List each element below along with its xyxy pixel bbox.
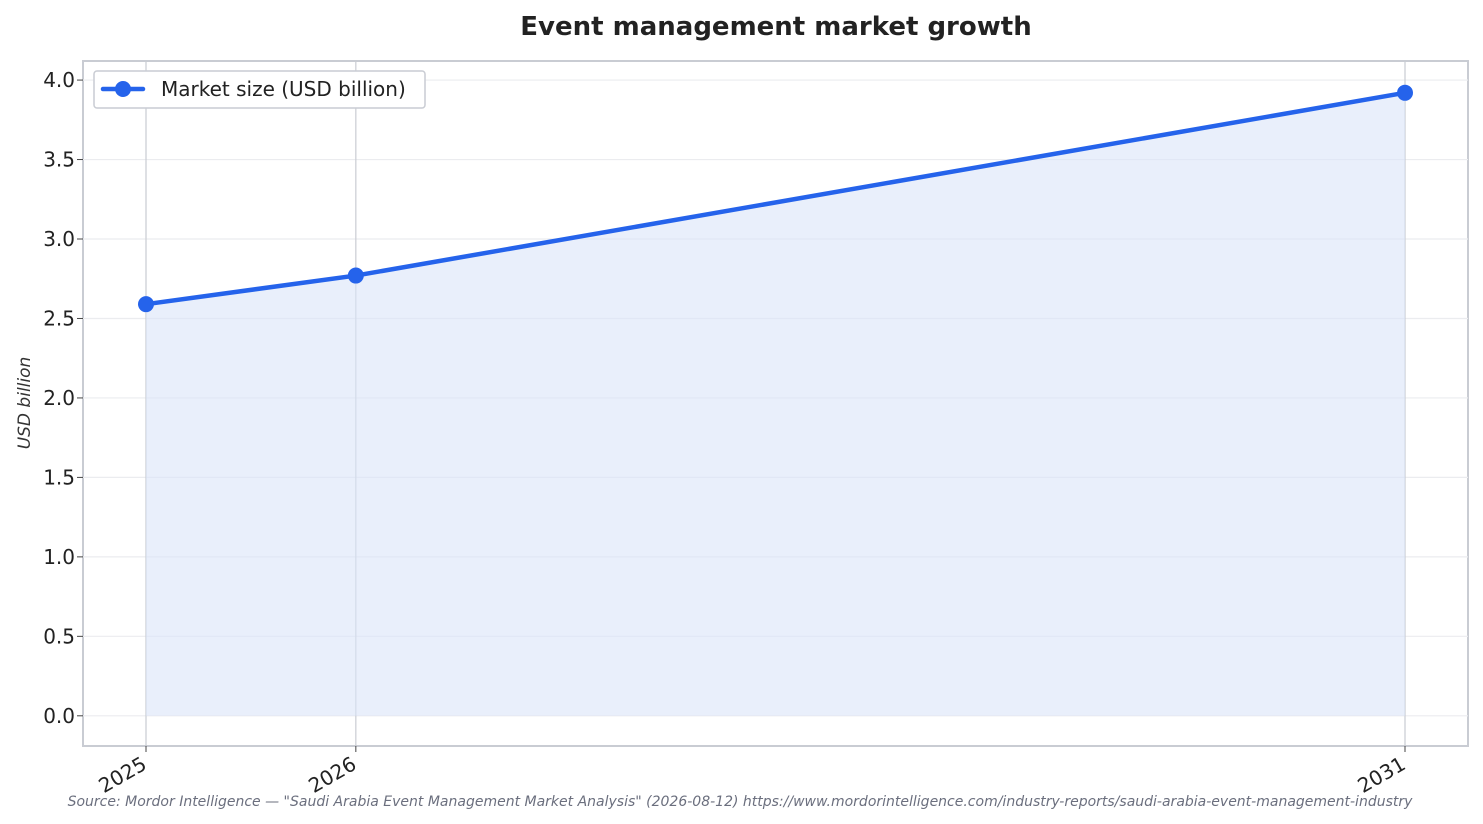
x-tick-label: 2031 [1353, 752, 1409, 798]
y-axis-label: USD billion [15, 357, 35, 450]
y-tick-label: 4.0 [43, 68, 75, 92]
chart-title: Event management market growth [520, 12, 1031, 42]
x-tick-label: 2026 [304, 752, 360, 798]
data-point[interactable] [347, 267, 364, 284]
y-tick-label: 0.5 [43, 624, 75, 648]
legend[interactable]: Market size (USD billion) [93, 70, 426, 109]
x-tick-label: 2025 [94, 752, 150, 798]
area-layer [146, 92, 1405, 716]
y-tick-label: 1.5 [43, 465, 75, 489]
data-point[interactable] [138, 296, 154, 313]
legend-marker-swatch [115, 81, 131, 97]
x-tick-labels: 2025 2026 2031 [94, 746, 1410, 798]
y-tick-labels: 0.0 0.5 1.0 1.5 2.0 2.5 3.0 3.5 4.0 [43, 68, 83, 728]
y-tick-label: 3.5 [43, 148, 75, 172]
y-tick-label: 1.0 [43, 545, 75, 569]
area-fill [146, 92, 1405, 716]
y-tick-label: 0.0 [43, 704, 75, 728]
point-layer [138, 84, 1413, 313]
source-note: Source: Mordor Intelligence — "Saudi Ara… [68, 794, 1414, 810]
data-point[interactable] [1397, 84, 1413, 101]
legend-label: Market size (USD billion) [161, 77, 406, 101]
y-tick-label: 3.0 [43, 227, 75, 251]
y-tick-label: 2.5 [43, 306, 75, 330]
legend-box [93, 70, 426, 109]
y-tick-label: 2.0 [43, 386, 75, 410]
